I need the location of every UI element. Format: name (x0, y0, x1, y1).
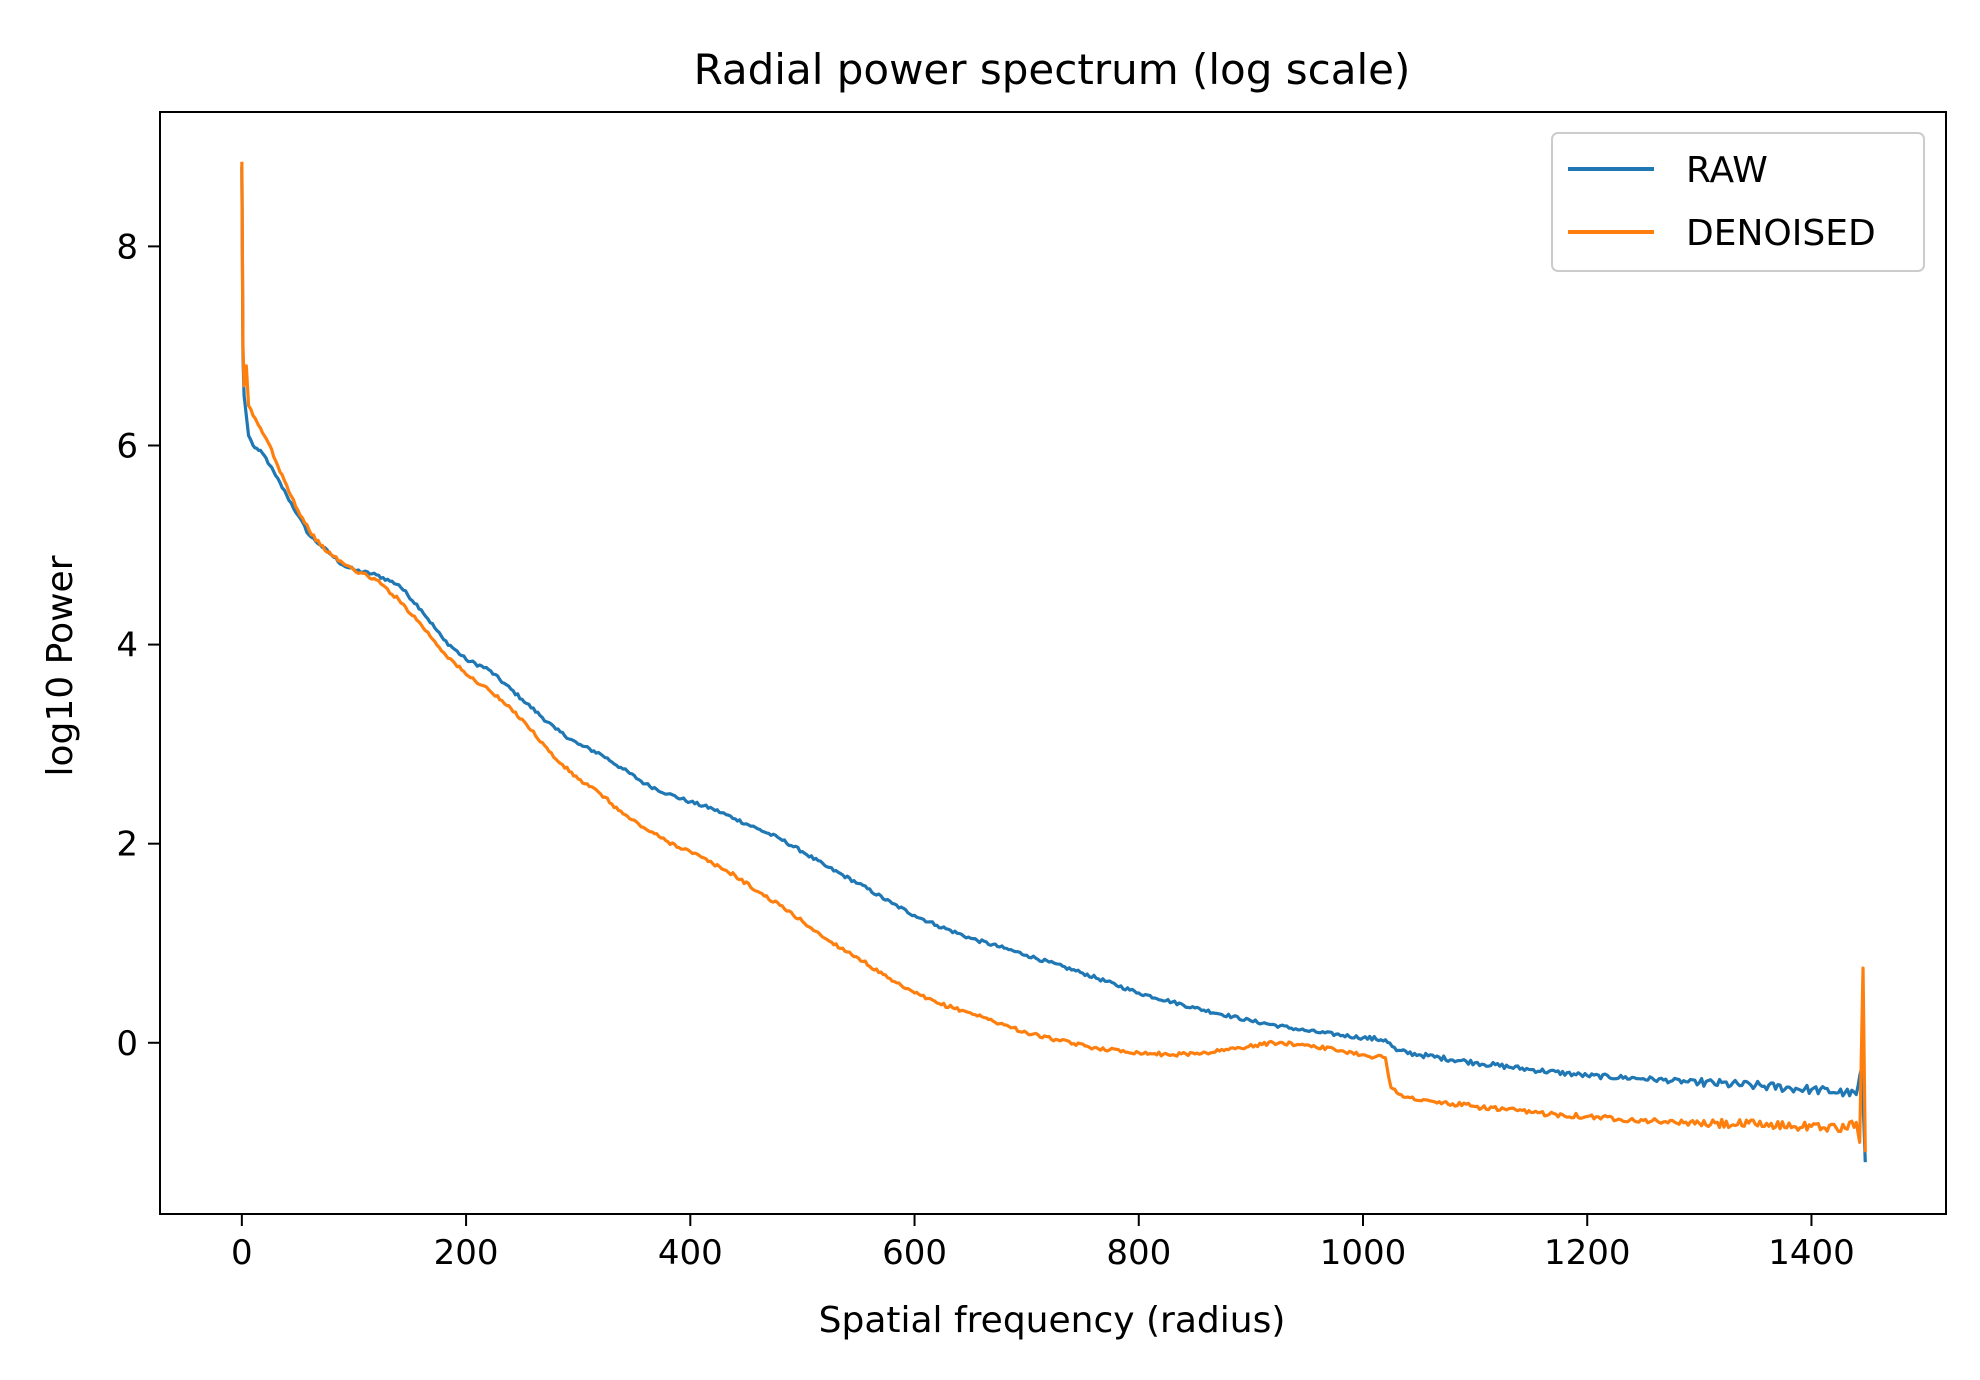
x-tick-label: 800 (1106, 1233, 1171, 1273)
x-tick-label: 400 (658, 1233, 723, 1273)
y-tick-label: 8 (116, 227, 138, 267)
y-tick-label: 4 (116, 626, 138, 666)
y-tick-label: 6 (116, 426, 138, 466)
x-tick-label: 600 (882, 1233, 947, 1273)
axes: 0 200 400 600 800 1000 1200 1400 0 2 4 6 8 (116, 111, 1947, 1273)
y-axis-label: log10 Power (40, 555, 81, 776)
x-tick-label: 1200 (1544, 1233, 1631, 1273)
x-tick-label: 1400 (1768, 1233, 1855, 1273)
axes-frame (159, 111, 1947, 1215)
plot-area (240, 161, 1867, 1163)
x-tick-label: 1000 (1320, 1233, 1407, 1273)
series-line-denoised (240, 161, 1867, 1153)
y-tick-label: 0 (116, 1024, 138, 1064)
x-tick-label: 0 (231, 1233, 253, 1273)
series-line-raw (240, 166, 1867, 1163)
chart-title: Radial power spectrum (log scale) (694, 45, 1411, 94)
x-axis-label: Spatial frequency (radius) (819, 1300, 1286, 1341)
y-tick-label: 2 (116, 825, 138, 865)
legend-label-raw: RAW (1686, 150, 1768, 191)
legend-label-denoised: DENOISED (1686, 213, 1876, 254)
x-tick-label: 200 (434, 1233, 499, 1273)
legend: RAW DENOISED (1551, 132, 1925, 272)
